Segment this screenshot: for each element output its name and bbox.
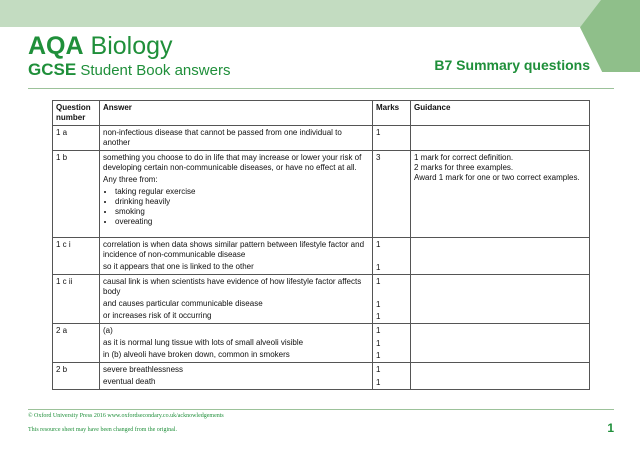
bullet-item: drinking heavily	[115, 197, 369, 207]
answers-table: Question number Answer Marks Guidance 1 …	[52, 100, 590, 390]
answer-cell: severe breathlessness eventual death	[99, 362, 373, 390]
guidance-cell	[410, 274, 590, 324]
col-answer: Answer	[99, 100, 373, 126]
answer-line: Any three from:	[103, 175, 158, 184]
question-number: 1 a	[52, 125, 100, 151]
guidance-line: 1 mark for correct definition.	[414, 153, 514, 162]
table-row: 2 b severe breathlessness eventual death 1 1	[52, 362, 590, 390]
col-guidance: Guidance	[410, 100, 590, 126]
answer-line: (a)	[103, 326, 113, 335]
table-row: 1 b something you choose to do in life th…	[52, 150, 590, 238]
answer-cell: (a) as it is normal lung tissue with lots…	[99, 323, 373, 363]
mark-value: 1	[376, 311, 381, 321]
table-row: 1 c ii causal link is when scientists hav…	[52, 274, 590, 324]
mark-value: 1	[376, 365, 381, 374]
guidance-line: 2 marks for three examples.	[414, 163, 514, 172]
footer-note: This resource sheet may have been change…	[28, 427, 177, 433]
page-title: B7 Summary questions	[434, 57, 590, 73]
table-header: Question number Answer Marks Guidance	[52, 100, 590, 126]
col-question: Question number	[52, 100, 100, 126]
footer-copyright: © Oxford University Press 2016 www.oxfor…	[28, 413, 224, 419]
mark-value: 1	[376, 350, 381, 360]
guidance-cell	[410, 362, 590, 390]
table-row: 1 c i correlation is when data shows simi…	[52, 237, 590, 275]
question-number: 1 c i	[52, 237, 100, 275]
answer-line: or increases risk of it occurring	[103, 311, 212, 320]
mark-value: 1	[376, 128, 381, 137]
mark-value: 1	[376, 326, 381, 335]
question-number: 1 b	[52, 150, 100, 238]
marks-cell: 1	[372, 125, 411, 151]
mark-value: 1	[376, 277, 381, 286]
answer-line: as it is normal lung tissue with lots of…	[103, 338, 304, 347]
answer-cell: causal link is when scientists have evid…	[99, 274, 373, 324]
marks-cell: 1 1 1	[372, 274, 411, 324]
guidance-cell	[410, 125, 590, 151]
answer-line: something you choose to do in life that …	[103, 153, 362, 172]
footer-divider	[28, 409, 614, 410]
answer-line: causal link is when scientists have evid…	[103, 277, 362, 296]
table-row: 1 a non-infectious disease that cannot be…	[52, 125, 590, 151]
marks-cell: 3	[372, 150, 411, 238]
mark-value: 3	[376, 153, 381, 162]
logo-subject: Biology	[90, 32, 173, 60]
guidance-line: Award 1 mark for one or two correct exam…	[414, 173, 580, 182]
logo-subtitle: GCSE Student Book answers	[28, 61, 230, 79]
header-band	[0, 0, 640, 27]
logo: AQA Biology	[28, 34, 173, 59]
answer-cell: non-infectious disease that cannot be pa…	[99, 125, 373, 151]
mark-value: 1	[376, 262, 381, 272]
question-number: 1 c ii	[52, 274, 100, 324]
bullet-item: overeating	[115, 217, 369, 227]
mark-value: 1	[376, 338, 381, 348]
bullet-item: smoking	[115, 207, 369, 217]
logo-book: Student Book answers	[80, 62, 231, 79]
col-marks: Marks	[372, 100, 411, 126]
answer-line: so it appears that one is linked to the …	[103, 262, 254, 271]
answer-line: eventual death	[103, 377, 156, 386]
bullet-item: taking regular exercise	[115, 187, 369, 197]
mark-value: 1	[376, 299, 381, 309]
question-number: 2 a	[52, 323, 100, 363]
question-number: 2 b	[52, 362, 100, 390]
logo-gcse: GCSE	[28, 60, 77, 79]
mark-value: 1	[376, 377, 381, 387]
marks-cell: 1 1 1	[372, 323, 411, 363]
guidance-cell	[410, 237, 590, 275]
mark-value: 1	[376, 240, 381, 249]
guidance-cell: 1 mark for correct definition. 2 marks fo…	[410, 150, 590, 238]
table-row: 2 a (a) as it is normal lung tissue with l…	[52, 323, 590, 363]
header-divider	[28, 88, 614, 89]
guidance-cell	[410, 323, 590, 363]
logo-aqa: AQA	[28, 32, 84, 60]
answer-cell: something you choose to do in life that …	[99, 150, 373, 238]
page-number: 1	[607, 421, 614, 435]
answer-line: severe breathlessness	[103, 365, 184, 374]
answer-line: correlation is when data shows similar p…	[103, 240, 365, 259]
answer-line: non-infectious disease that cannot be pa…	[103, 128, 342, 147]
answer-line: and causes particular communicable disea…	[103, 299, 263, 308]
answer-line: in (b) alveoli have broken down, common …	[103, 350, 290, 359]
answer-cell: correlation is when data shows similar p…	[99, 237, 373, 275]
answer-bullets: taking regular exercisedrinking heavilys…	[103, 187, 369, 227]
